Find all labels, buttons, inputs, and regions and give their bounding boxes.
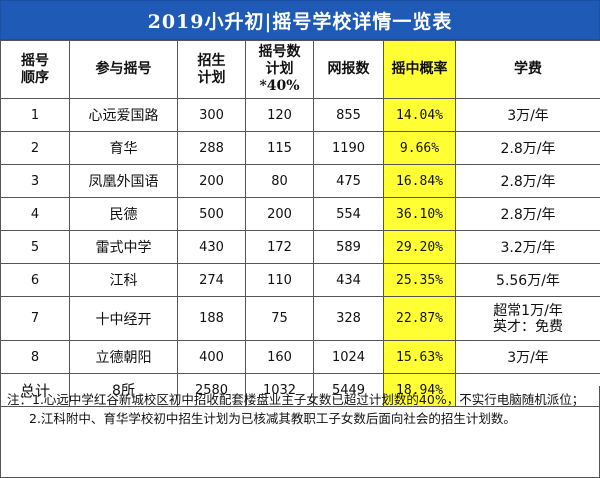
cell-order: 5 [0,230,70,264]
header-fee: 学费 [455,40,600,99]
total-school-count: 8所 [69,373,178,407]
footnotes: 注：1.心远中学红谷新城校区初中招收配套楼盘业主子女数已超过计划数的40%，不实… [0,386,600,478]
cell-applicants: 554 [313,197,384,231]
cell-fee: 3.2万/年 [455,230,600,264]
cell-lottery-plan: 80 [245,164,314,198]
cell-plan: 300 [177,98,246,132]
total-row: 总计 8所 2580 1032 5449 18.94% [0,373,600,407]
footnote-1: 注：1.心远中学红谷新城校区初中招收配套楼盘业主子女数已超过计划数的40%，不实… [7,392,585,407]
cell-fee: 超常1万/年 英才：免费 [455,296,600,341]
cell-applicants: 434 [313,263,384,297]
cell-applicants: 589 [313,230,384,264]
total-rate: 18.94% [383,373,456,407]
fee-line: 英才：免费 [493,318,563,335]
header-lottery-plan-line2: 计划*40% [259,61,300,94]
cell-school: 育华 [69,131,178,165]
cell-fee: 2.8万/年 [455,197,600,231]
cell-rate: 29.20% [383,230,456,264]
cell-rate: 15.63% [383,340,456,374]
cell-rate: 36.10% [383,197,456,231]
total-lottery-plan: 1032 [245,373,314,407]
cell-fee: 3万/年 [455,340,600,374]
cell-order: 8 [0,340,70,374]
cell-school: 民德 [69,197,178,231]
cell-lottery-plan: 110 [245,263,314,297]
table-row: 7 十中经开 188 75 328 22.87% 超常1万/年 英才：免费 [0,296,600,341]
cell-lottery-plan: 160 [245,340,314,374]
cell-plan: 430 [177,230,246,264]
header-applicants: 网报数 [313,40,384,99]
total-fee [455,373,600,407]
header-order: 摇号 顺序 [0,40,70,99]
table-row: 6 江科 274 110 434 25.35% 5.56万/年 [0,263,600,297]
footnote-2: 2.江科附中、育华学校初中招生计划为已核减其教职工子女数后面向社会的招生计划数。 [29,411,516,426]
cell-school: 十中经开 [69,296,178,341]
cell-order: 6 [0,263,70,297]
cell-school: 江科 [69,263,178,297]
table-row: 3 凤凰外国语 200 80 475 16.84% 2.8万/年 [0,164,600,198]
header-school: 参与摇号 [69,40,178,99]
cell-plan: 400 [177,340,246,374]
header-order-line1: 摇号 [21,52,49,69]
cell-school: 立德朝阳 [69,340,178,374]
table-row: 1 心远爱国路 300 120 855 14.04% 3万/年 [0,98,600,132]
cell-applicants: 1024 [313,340,384,374]
table-row: 2 育华 288 115 1190 9.66% 2.8万/年 [0,131,600,165]
cell-applicants: 855 [313,98,384,132]
header-lottery-plan-line1: 摇号数 [258,44,301,60]
cell-plan: 500 [177,197,246,231]
header-rate: 摇中概率 [383,40,456,99]
cell-order: 4 [0,197,70,231]
cell-fee: 5.56万/年 [455,263,600,297]
cell-lottery-plan: 115 [245,131,314,165]
fee-line: 超常1万/年 [493,302,563,319]
header-plan-line1: 招生 [197,52,226,69]
cell-plan: 188 [177,296,246,341]
table-title: 2019小升初|摇号学校详情一览表 [0,0,600,40]
cell-order: 1 [0,98,70,132]
cell-applicants: 1190 [313,131,384,165]
cell-rate: 25.35% [383,263,456,297]
cell-rate: 14.04% [383,98,456,132]
table-row: 5 雷式中学 430 172 589 29.20% 3.2万/年 [0,230,600,264]
header-row: 摇号 顺序 参与摇号 招生 计划 摇号数 计划*40% 网报数 摇中概率 学费 [0,40,600,99]
cell-lottery-plan: 172 [245,230,314,264]
cell-plan: 200 [177,164,246,198]
cell-school: 雷式中学 [69,230,178,264]
cell-plan: 288 [177,131,246,165]
cell-order: 7 [0,296,70,341]
cell-fee: 2.8万/年 [455,131,600,165]
cell-applicants: 328 [313,296,384,341]
lottery-school-table: 摇号 顺序 参与摇号 招生 计划 摇号数 计划*40% 网报数 摇中概率 学费 … [0,40,600,407]
table-row: 8 立德朝阳 400 160 1024 15.63% 3万/年 [0,340,600,374]
cell-school: 心远爱国路 [69,98,178,132]
header-plan-line2: 计划 [197,69,226,86]
table-row: 4 民德 500 200 554 36.10% 2.8万/年 [0,197,600,231]
total-label: 总计 [0,373,70,407]
cell-applicants: 475 [313,164,384,198]
cell-lottery-plan: 75 [245,296,314,341]
cell-fee: 3万/年 [455,98,600,132]
header-plan: 招生 计划 [177,40,246,99]
header-lottery-plan: 摇号数 计划*40% [245,40,314,99]
cell-school: 凤凰外国语 [69,164,178,198]
cell-fee: 2.8万/年 [455,164,600,198]
cell-rate: 9.66% [383,131,456,165]
cell-lottery-plan: 200 [245,197,314,231]
cell-lottery-plan: 120 [245,98,314,132]
cell-order: 2 [0,131,70,165]
cell-rate: 22.87% [383,296,456,341]
cell-order: 3 [0,164,70,198]
cell-plan: 274 [177,263,246,297]
cell-rate: 16.84% [383,164,456,198]
header-order-line2: 顺序 [21,69,49,86]
